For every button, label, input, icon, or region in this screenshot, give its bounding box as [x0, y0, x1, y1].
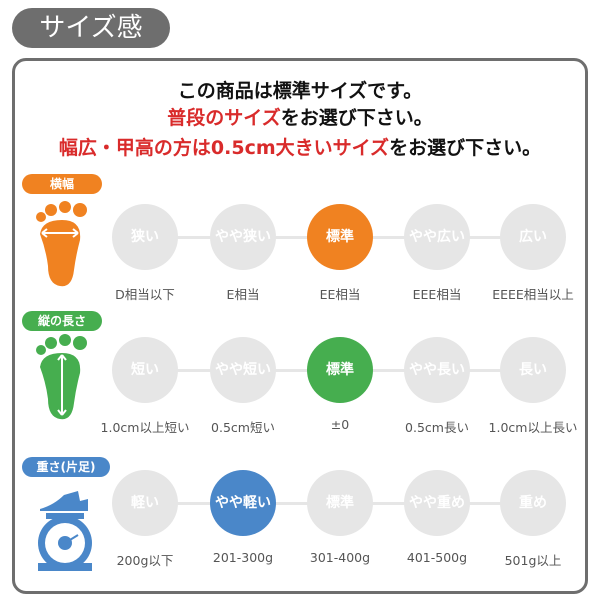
section-title: サイズ感 — [12, 8, 170, 48]
size-info-panel — [12, 58, 588, 594]
foot-length-icon — [36, 334, 87, 420]
option-note: EE相当 — [319, 287, 361, 302]
option-circle: やや重め — [404, 470, 470, 536]
message-line-2-emphasis: 普段のサイズ — [167, 107, 281, 129]
option-note: EEEE相当以上 — [492, 287, 574, 302]
option-circle-selected: 標準 — [307, 337, 373, 403]
option-note: 0.5cm短い — [211, 420, 275, 435]
option-circle: 狭い — [112, 204, 178, 270]
message-line-2: 普段のサイズをお選び下さい。 — [0, 103, 600, 130]
option-circle-selected: 標準 — [307, 204, 373, 270]
option-note: 0.5cm長い — [405, 420, 469, 435]
option-circle: 短い — [112, 337, 178, 403]
message-line-3-emphasis: 幅広・甲高の方は0.5cm大きいサイズ — [58, 137, 390, 159]
option-circle: やや長い — [404, 337, 470, 403]
message-line-3: 幅広・甲高の方は0.5cm大きいサイズをお選び下さい。 — [0, 133, 600, 160]
option-circle: 重め — [500, 470, 566, 536]
message-line-2-rest: をお選び下さい。 — [280, 107, 433, 129]
row-label: 重さ(片足) — [22, 457, 110, 477]
option-note: ±0 — [330, 417, 350, 432]
option-circle: 長い — [500, 337, 566, 403]
option-note: D相当以下 — [115, 287, 175, 302]
option-circle: やや広い — [404, 204, 470, 270]
option-circle: 標準 — [307, 470, 373, 536]
option-note: EEE相当 — [412, 287, 462, 302]
option-note: 301-400g — [309, 550, 371, 565]
message-line-3-rest: をお選び下さい。 — [389, 137, 542, 159]
option-circle-selected: やや軽い — [210, 470, 276, 536]
row-label: 横幅 — [22, 174, 102, 194]
option-circle: 軽い — [112, 470, 178, 536]
option-note: 201-300g — [212, 550, 274, 565]
row-label: 縦の長さ — [22, 311, 102, 331]
option-circle: やや短い — [210, 337, 276, 403]
option-circle: やや狭い — [210, 204, 276, 270]
option-note: 200g以下 — [116, 553, 174, 568]
option-note: 401-500g — [406, 550, 468, 565]
option-note: 1.0cm以上長い — [488, 420, 578, 435]
option-note: 501g以上 — [504, 553, 562, 568]
scale-icon — [38, 491, 92, 571]
option-note: E相当 — [226, 287, 260, 302]
message-line-1: この商品は標準サイズです。 — [177, 80, 423, 102]
option-circle: 広い — [500, 204, 566, 270]
option-note: 1.0cm以上短い — [100, 420, 190, 435]
foot-width-icon — [36, 201, 87, 287]
